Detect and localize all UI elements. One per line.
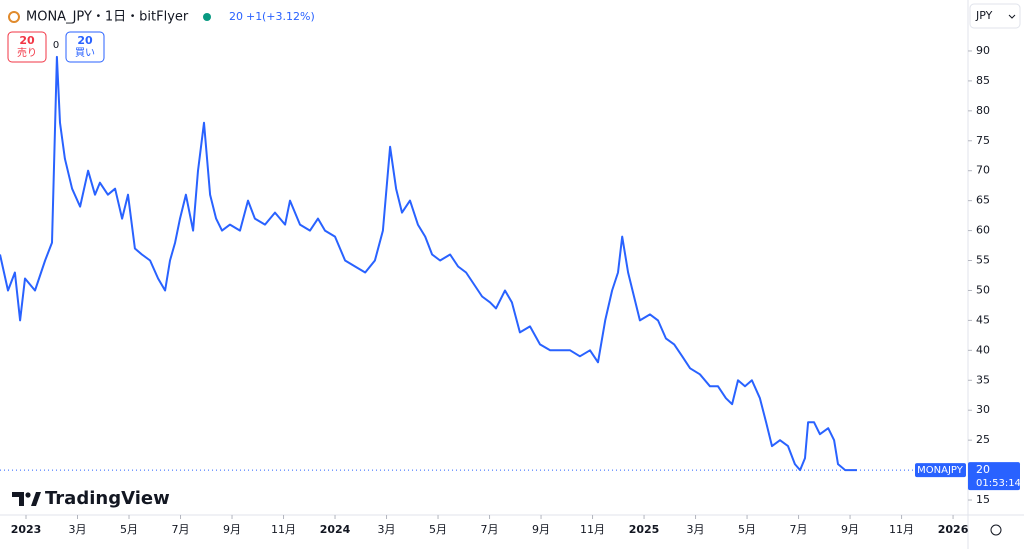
x-tick-label: 3月 <box>687 523 705 536</box>
y-tick-label: 85 <box>976 74 990 87</box>
y-tick-label: 45 <box>976 313 990 326</box>
x-tick-label: 3月 <box>378 523 396 536</box>
currency[interactable]: JPY <box>975 9 993 22</box>
y-tick-label: 80 <box>976 104 990 117</box>
sell-label[interactable]: 売り <box>17 46 37 59</box>
sell-button[interactable] <box>7 31 47 63</box>
y-tick-label: 60 <box>976 224 990 237</box>
countdown: 01:53:14 <box>976 478 1021 489</box>
x-tick-label: 5月 <box>120 523 138 536</box>
symbol-tag <box>915 463 966 478</box>
change: +1 <box>246 10 262 23</box>
sell-price[interactable]: 20 <box>19 34 35 47</box>
x-tick-label: 9月 <box>532 523 550 536</box>
x-tick-label: 2025 <box>629 523 660 536</box>
settings-icon[interactable] <box>990 524 1002 536</box>
x-tick-label: 5月 <box>738 523 756 536</box>
logo-mark <box>25 492 31 498</box>
spread: 0 <box>53 40 59 51</box>
x-tick-label: 9月 <box>841 523 859 536</box>
y-tick-label: 55 <box>976 254 990 267</box>
price-tag-value: 20 <box>976 463 990 476</box>
y-tick-label: 15 <box>976 493 990 506</box>
y-tick-label: 70 <box>976 164 990 177</box>
y-tick-label: 25 <box>976 433 990 446</box>
logo-mark <box>31 492 41 506</box>
x-tick-label: 7月 <box>172 523 190 536</box>
x-tick-label: 5月 <box>429 523 447 536</box>
x-tick-label: 7月 <box>790 523 808 536</box>
brand: TradingView <box>45 488 170 509</box>
y-tick-label: 35 <box>976 373 990 386</box>
x-tick-label: 11月 <box>889 523 914 536</box>
x-tick-label: 3月 <box>69 523 87 536</box>
buy-label[interactable]: 買い <box>75 47 95 59</box>
x-tick-label: 2023 <box>11 523 42 536</box>
y-tick-label: 75 <box>976 134 990 147</box>
x-tick-label: 2026 <box>938 523 969 536</box>
symbol-label: MONAJPY <box>917 465 964 476</box>
x-tick-label: 11月 <box>271 523 296 536</box>
y-tick-label: 90 <box>976 44 990 57</box>
change-pct: (+3.12%) <box>262 10 315 23</box>
x-tick-label: 11月 <box>580 523 605 536</box>
y-tick-label: 30 <box>976 403 990 416</box>
logo <box>12 492 41 506</box>
y-tick-label: 65 <box>976 194 990 207</box>
buy-button[interactable] <box>65 31 105 63</box>
buy-price[interactable]: 20 <box>77 34 93 47</box>
y-tick-label: 50 <box>976 283 990 296</box>
x-tick-label: 7月 <box>481 523 499 536</box>
symbol-icon <box>8 11 20 23</box>
y-tick-label: 40 <box>976 343 990 356</box>
price-line <box>0 55 857 472</box>
status-dot <box>203 13 211 21</box>
price-tag <box>968 462 1020 491</box>
x-tick-label: 2024 <box>320 523 351 536</box>
chart-title: MONA_JPY・1日・bitFlyer <box>26 10 189 25</box>
x-tick-label: 9月 <box>223 523 241 536</box>
last-price: 20 <box>229 10 243 23</box>
logo-mark <box>12 492 24 506</box>
chevron <box>1008 14 1016 19</box>
currency-button[interactable] <box>969 3 1021 29</box>
